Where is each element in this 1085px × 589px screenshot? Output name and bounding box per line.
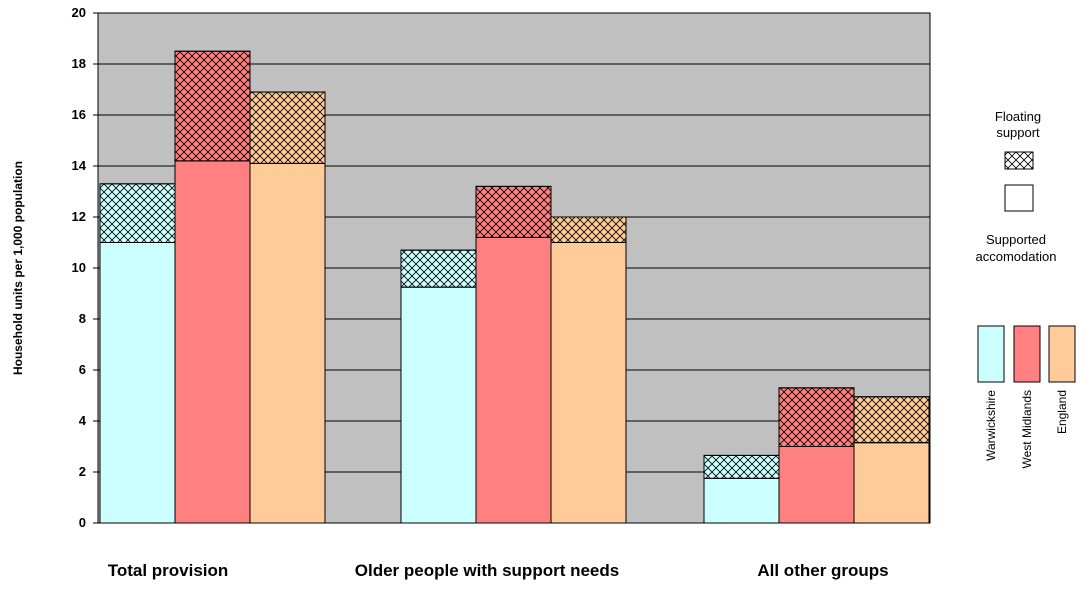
bar-supported xyxy=(174,160,251,524)
y-tick-label: 6 xyxy=(79,362,86,377)
bar-floating-hatch xyxy=(174,50,251,162)
legend-floating-label-line2: support xyxy=(996,125,1040,140)
bar-supported xyxy=(99,242,176,524)
legend-supported-swatch xyxy=(1004,184,1034,212)
bar-supported xyxy=(853,442,930,524)
bar-floating-hatch xyxy=(778,387,855,448)
category-label: Total provision xyxy=(108,561,229,580)
bar-floating-hatch xyxy=(703,454,780,479)
bar-supported xyxy=(400,286,477,524)
legend: Floating support Supported accomodation … xyxy=(976,109,1076,468)
bar-supported xyxy=(778,446,855,524)
category-label: All other groups xyxy=(757,561,888,580)
legend-series-label: Warwickshire xyxy=(984,390,998,461)
y-axis-label: Household units per 1,000 population xyxy=(11,161,25,375)
bar-supported xyxy=(249,162,326,524)
y-tick-label: 0 xyxy=(79,515,86,530)
x-axis-labels: Total provision Older people with support… xyxy=(108,561,889,580)
y-tick-label: 8 xyxy=(79,311,86,326)
legend-series-swatch xyxy=(1013,325,1041,383)
bar-supported xyxy=(703,477,780,524)
bar-floating-hatch xyxy=(249,91,326,164)
bar-floating-hatch xyxy=(475,185,552,238)
y-tick-label: 14 xyxy=(72,158,87,173)
legend-supported-label-line1: Supported xyxy=(986,232,1046,247)
y-tick-label: 4 xyxy=(79,413,87,428)
y-tick-label: 2 xyxy=(79,464,86,479)
bar-floating-hatch xyxy=(99,183,176,244)
legend-series: Warwickshire West Midlands England xyxy=(977,325,1076,468)
legend-series-swatch xyxy=(977,325,1005,383)
bar-supported xyxy=(550,242,627,524)
legend-series-swatch xyxy=(1048,325,1076,383)
legend-series-label: West Midlands xyxy=(1020,390,1034,468)
legend-floating-label-line1: Floating xyxy=(995,109,1041,124)
bar-floating-hatch xyxy=(550,216,627,243)
y-axis: 0 2 4 6 8 10 12 14 16 18 20 xyxy=(72,5,98,530)
y-tick-label: 10 xyxy=(72,260,86,275)
legend-series-label: England xyxy=(1055,390,1069,434)
y-tick-label: 12 xyxy=(72,209,86,224)
y-tick-label: 20 xyxy=(72,5,86,20)
bars xyxy=(99,50,930,524)
y-tick-label: 18 xyxy=(72,56,86,71)
bar-floating-hatch xyxy=(400,249,477,288)
y-tick-label: 16 xyxy=(72,107,86,122)
category-label: Older people with support needs xyxy=(355,561,619,580)
bar-floating-hatch xyxy=(853,396,930,444)
legend-floating-swatch-hatch xyxy=(1004,151,1034,170)
legend-supported-label-line2: accomodation xyxy=(976,249,1057,264)
bar-supported xyxy=(475,236,552,524)
